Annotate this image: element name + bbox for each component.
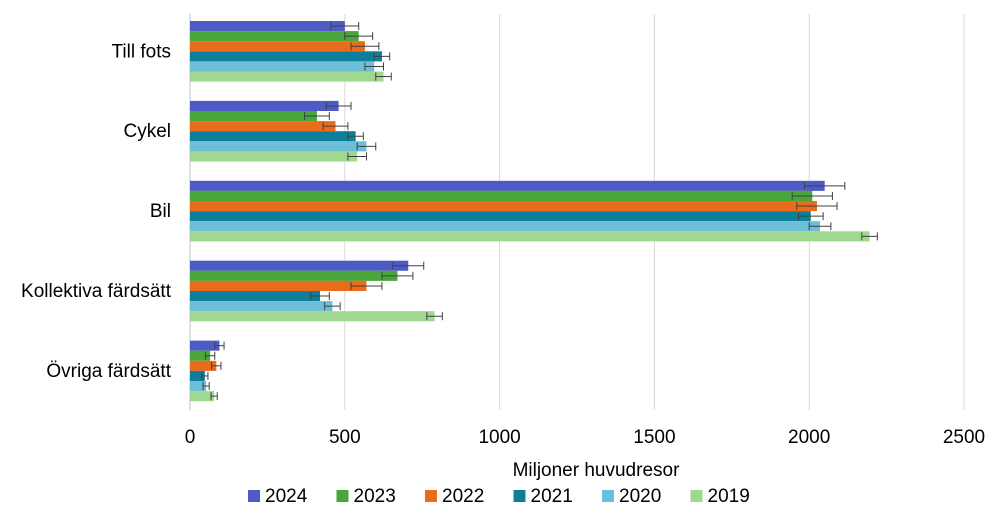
bar	[190, 231, 870, 242]
bar	[190, 211, 811, 222]
bar	[190, 350, 211, 361]
bar	[190, 180, 825, 191]
category-label: Övriga färdsätt	[46, 361, 171, 382]
category-label: Kollektiva färdsätt	[21, 281, 172, 302]
category-label: Till fots	[112, 41, 171, 62]
bar	[190, 381, 207, 392]
bar	[190, 141, 367, 152]
legend-label: 2020	[619, 486, 661, 507]
bar	[190, 360, 217, 371]
bar	[190, 340, 220, 351]
legend-swatch	[425, 490, 437, 502]
bar	[190, 370, 205, 381]
x-tick-label: 0	[185, 427, 196, 448]
category-label: Bil	[150, 201, 171, 222]
legend: 2024 2023 2022 2021 2020 2019	[248, 486, 750, 507]
bar	[190, 260, 409, 271]
bar	[190, 111, 317, 122]
legend-swatch	[513, 490, 526, 502]
bars	[190, 21, 870, 402]
legend-label: 2023	[354, 486, 396, 507]
bar	[190, 270, 398, 281]
x-tick-label: 2500	[943, 427, 985, 448]
legend-label: 2022	[442, 486, 484, 507]
bar	[190, 131, 356, 142]
bar	[190, 151, 358, 162]
bar	[190, 280, 367, 291]
bar	[190, 31, 359, 42]
category-labels: Till fots Cykel Bil Kollektiva färdsätt Övri…	[21, 41, 172, 382]
category-label: Cykel	[123, 121, 171, 142]
bar	[190, 61, 375, 72]
bar	[190, 201, 817, 212]
bar	[190, 71, 384, 82]
legend-swatch	[336, 490, 349, 502]
legend-swatch	[602, 490, 614, 502]
legend-label: 2021	[531, 486, 573, 507]
legend-swatch	[248, 490, 260, 502]
bar	[190, 51, 382, 62]
bar	[190, 190, 813, 201]
error-bars	[201, 22, 878, 401]
x-tick-label: 500	[329, 427, 361, 448]
bar	[190, 41, 365, 52]
bar	[190, 100, 339, 111]
bar	[190, 221, 821, 232]
legend-label: 2024	[265, 486, 308, 507]
bar	[190, 391, 215, 402]
x-tick-labels: 0 500 1000 1500 2000 2500	[185, 427, 985, 448]
bar	[190, 311, 435, 322]
x-tick-label: 1500	[633, 427, 675, 448]
x-axis-title: Miljoner huvudresor	[513, 460, 681, 481]
bar	[190, 121, 336, 132]
legend-swatch	[690, 490, 703, 502]
bar	[190, 301, 333, 312]
bar	[190, 21, 345, 32]
bar	[190, 291, 321, 302]
x-tick-label: 1000	[478, 427, 520, 448]
legend-label: 2019	[708, 486, 750, 507]
x-tick-label: 2000	[788, 427, 830, 448]
